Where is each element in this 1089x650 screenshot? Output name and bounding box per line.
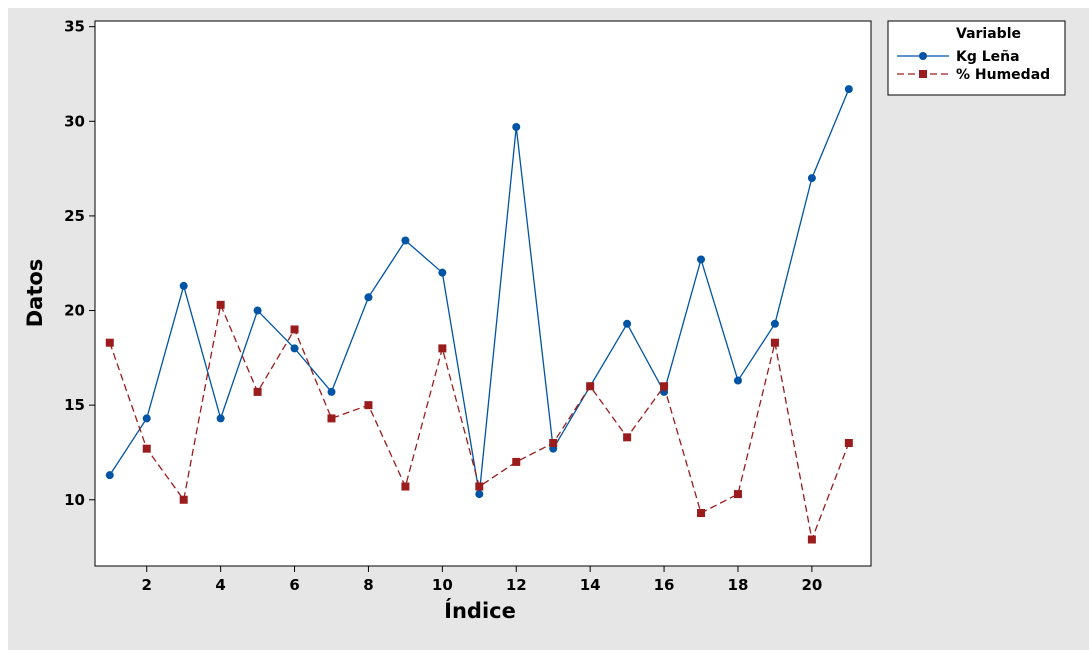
data-point <box>180 496 188 504</box>
x-tick-label: 14 <box>580 576 601 594</box>
legend-marker <box>919 52 927 60</box>
data-point <box>845 85 853 93</box>
data-point <box>512 458 520 466</box>
legend-label: % Humedad <box>956 67 1050 83</box>
data-point <box>438 269 446 277</box>
data-point <box>180 282 188 290</box>
data-point <box>697 255 705 263</box>
data-point <box>217 414 225 422</box>
y-axis: 10 15 20 25 30 35 <box>64 18 95 509</box>
data-point <box>771 339 779 347</box>
data-point <box>143 414 151 422</box>
data-point <box>291 325 299 333</box>
y-axis-title: Datos <box>23 259 47 328</box>
line-chart: 10 15 20 25 30 35 2 4 6 8 10 12 14 16 18 20 Datos Índi… <box>8 8 1089 650</box>
data-point <box>327 414 335 422</box>
data-point <box>106 339 114 347</box>
data-point <box>623 433 631 441</box>
x-tick-label: 2 <box>142 576 152 594</box>
data-point <box>438 344 446 352</box>
data-point <box>660 382 668 390</box>
data-point <box>401 237 409 245</box>
legend-label: Kg Leña <box>956 49 1020 65</box>
data-point <box>254 388 262 396</box>
x-axis-title: Índice <box>444 598 516 623</box>
y-tick-label: 15 <box>64 396 85 414</box>
y-tick-label: 20 <box>64 302 85 320</box>
data-point <box>364 293 372 301</box>
data-point <box>327 388 335 396</box>
x-tick-label: 6 <box>289 576 299 594</box>
x-tick-label: 12 <box>506 576 527 594</box>
y-tick-label: 25 <box>64 207 85 225</box>
data-point <box>549 439 557 447</box>
x-tick-label: 18 <box>728 576 749 594</box>
x-axis: 2 4 6 8 10 12 14 16 18 20 <box>142 566 823 594</box>
data-point <box>697 509 705 517</box>
data-point <box>845 439 853 447</box>
data-point <box>475 483 483 491</box>
chart-frame: 10 15 20 25 30 35 2 4 6 8 10 12 14 16 18 20 Datos Índi… <box>8 8 1089 650</box>
x-tick-label: 16 <box>654 576 675 594</box>
data-point <box>808 536 816 544</box>
data-point <box>586 382 594 390</box>
data-point <box>143 445 151 453</box>
x-tick-label: 20 <box>801 576 822 594</box>
data-point <box>475 490 483 498</box>
legend-marker <box>919 70 927 78</box>
x-tick-label: 4 <box>215 576 225 594</box>
legend-title: Variable <box>956 26 1021 42</box>
y-tick-label: 30 <box>64 112 85 130</box>
data-point <box>254 307 262 315</box>
data-point <box>291 344 299 352</box>
y-tick-label: 35 <box>64 18 85 36</box>
data-point <box>512 123 520 131</box>
data-point <box>217 301 225 309</box>
y-tick-label: 10 <box>64 491 85 509</box>
data-point <box>401 483 409 491</box>
data-point <box>734 377 742 385</box>
x-tick-label: 10 <box>432 576 453 594</box>
data-point <box>734 490 742 498</box>
x-tick-label: 8 <box>363 576 373 594</box>
data-point <box>808 174 816 182</box>
legend: Variable Kg Leña % Humedad <box>888 21 1065 95</box>
data-point <box>364 401 372 409</box>
data-point <box>106 471 114 479</box>
data-point <box>623 320 631 328</box>
data-point <box>771 320 779 328</box>
